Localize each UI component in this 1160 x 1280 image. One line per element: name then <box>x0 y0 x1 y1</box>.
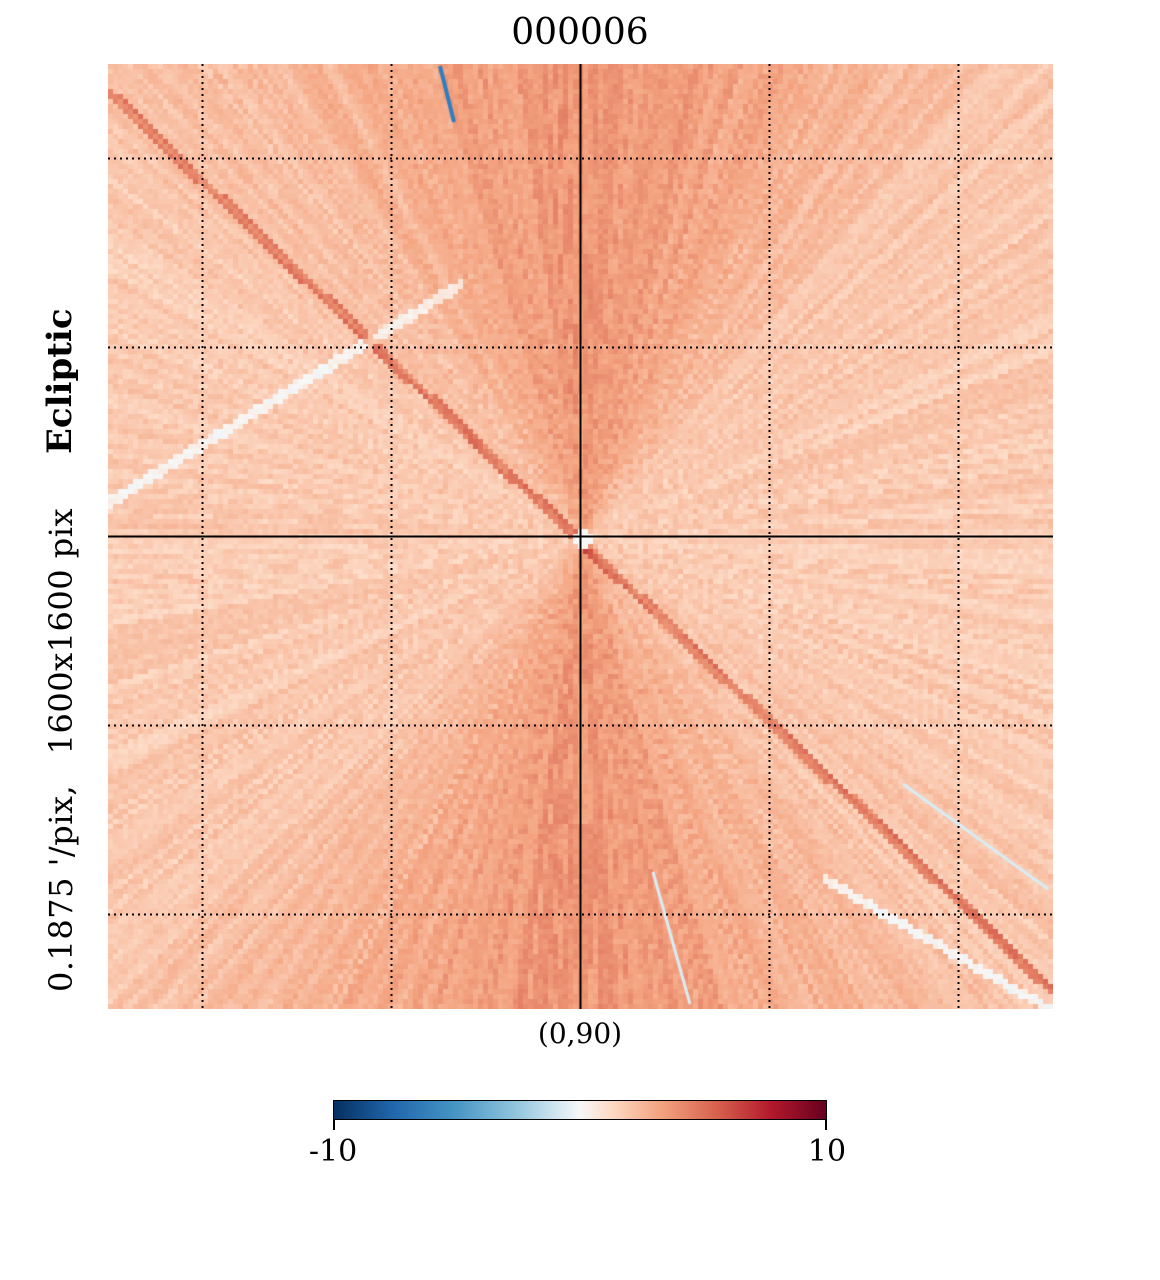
graticule-overlay <box>108 64 1053 1009</box>
colorbar <box>333 1100 827 1120</box>
map-title: 000006 <box>511 12 649 53</box>
gnomonic-map <box>108 64 1053 1009</box>
colorbar-max-tick <box>825 1120 827 1130</box>
resolution-text: 0.1875 '/pix, <box>42 784 80 992</box>
colorbar-min-label: -10 <box>308 1134 358 1169</box>
colorbar-min-tick <box>333 1120 335 1130</box>
coord-frame-label: Ecliptic <box>40 308 80 454</box>
colorbar-max-label: 10 <box>807 1134 847 1169</box>
size-text: 1600x1600 pix <box>42 507 80 755</box>
center-coordinate-label: (0,90) <box>537 1017 623 1050</box>
resolution-label: 0.1875 '/pix, 1600x1600 pix <box>42 508 80 992</box>
